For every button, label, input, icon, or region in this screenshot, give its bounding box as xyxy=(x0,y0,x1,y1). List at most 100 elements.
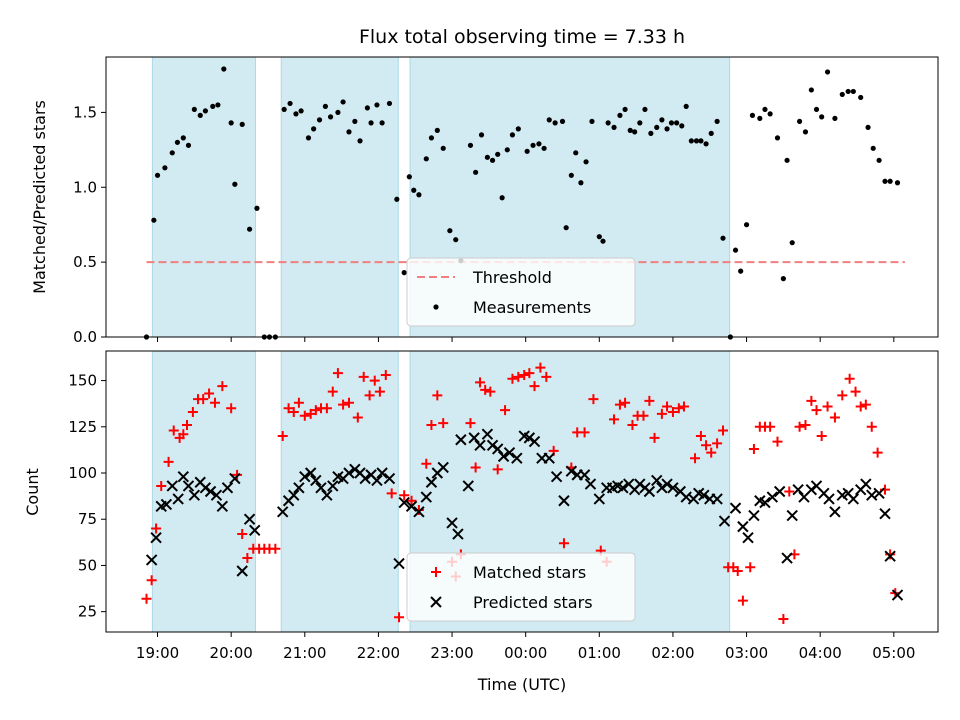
measurement-point xyxy=(832,115,838,121)
predicted-star-point xyxy=(711,493,723,505)
measurement-point xyxy=(720,235,726,241)
predicted-star-point xyxy=(310,474,322,487)
measurement-point xyxy=(674,120,680,126)
measurement-point xyxy=(346,129,352,135)
matched-star-point xyxy=(217,381,228,392)
measurement-point xyxy=(530,142,536,148)
matched-star-point xyxy=(156,480,167,491)
matched-star-point xyxy=(850,386,861,397)
measurement-point xyxy=(637,120,643,126)
matched-star-point xyxy=(305,408,316,419)
measurement-point xyxy=(305,135,312,141)
measurement-point xyxy=(536,141,542,147)
predicted-star-point xyxy=(321,489,333,501)
bottom-y-tick-label: 25 xyxy=(78,603,97,621)
predicted-star-point xyxy=(474,439,486,451)
matched-star-point xyxy=(588,394,599,405)
measurement-point xyxy=(749,112,756,118)
matched-star-point xyxy=(485,386,496,397)
measurement-point xyxy=(714,118,720,124)
measurement-point xyxy=(467,142,474,148)
measurement-point xyxy=(659,117,665,123)
predicted-star-point xyxy=(891,589,904,601)
legend-matched-label: Matched stars xyxy=(473,563,586,582)
top-y-axis-label: Matched/Predicted stars xyxy=(30,100,49,294)
measurement-point xyxy=(406,174,412,180)
matched-star-point xyxy=(332,368,343,379)
measurement-point xyxy=(563,225,569,231)
measurement-point xyxy=(298,108,304,114)
x-tick-label: 05:00 xyxy=(872,644,915,662)
measurement-point xyxy=(839,91,845,98)
bottom-y-tick-label: 150 xyxy=(68,372,97,390)
predicted-star-point xyxy=(748,509,760,522)
top-y-tick-label: 1.0 xyxy=(73,178,97,196)
predicted-star-point xyxy=(698,489,710,501)
predicted-star-point xyxy=(661,478,673,490)
matched-star-point xyxy=(465,418,476,429)
predicted-star-point xyxy=(182,480,195,492)
matched-star-point xyxy=(778,614,789,625)
legend-measurements-swatch xyxy=(433,304,439,310)
legend-box xyxy=(406,552,636,622)
predicted-star-point xyxy=(766,491,779,503)
measurement-point xyxy=(796,118,803,124)
predicted-star-point xyxy=(349,463,361,476)
matched-star-point xyxy=(406,495,417,506)
matched-star-point xyxy=(656,408,667,419)
matched-star-point xyxy=(432,390,443,401)
matched-star-point xyxy=(541,371,552,382)
measurement-point xyxy=(335,109,341,116)
predicted-star-point xyxy=(805,483,818,496)
predicted-star-point xyxy=(425,476,438,488)
predicted-star-point xyxy=(737,520,749,533)
bottom-y-tick-label: 125 xyxy=(68,418,97,436)
matched-star-point xyxy=(627,419,638,430)
measurement-point xyxy=(509,132,516,138)
matched-star-point xyxy=(535,362,546,373)
predicted-star-point xyxy=(393,557,405,570)
predicted-star-point xyxy=(558,495,570,507)
matched-star-point xyxy=(310,405,321,416)
matched-star-point xyxy=(732,565,743,576)
predicted-star-point xyxy=(172,493,184,505)
predicted-star-point xyxy=(462,480,474,492)
measurement-point xyxy=(394,196,400,202)
matched-star-point xyxy=(283,403,294,414)
measurement-point xyxy=(293,111,299,117)
measurement-point xyxy=(162,165,168,171)
predicted-star-point xyxy=(643,485,656,498)
measurement-point xyxy=(732,247,739,253)
matched-star-point xyxy=(745,562,756,573)
measurement-point xyxy=(478,132,485,138)
matched-star-point xyxy=(829,412,840,423)
predicted-star-point xyxy=(486,439,499,451)
matched-star-point xyxy=(426,419,437,430)
matched-star-point xyxy=(667,407,678,418)
matched-star-point xyxy=(399,490,410,501)
matched-star-point xyxy=(299,410,310,421)
matched-star-point xyxy=(204,388,215,399)
measurement-point xyxy=(428,135,435,141)
predicted-star-point xyxy=(236,565,248,577)
predicted-star-point xyxy=(383,472,396,485)
matched-star-point xyxy=(352,412,363,423)
bottom-y-tick-label: 75 xyxy=(78,510,97,528)
matched-star-point xyxy=(638,410,649,421)
bottom-y-axis-label: Count xyxy=(23,468,42,516)
matched-star-point xyxy=(198,394,209,405)
measurement-point xyxy=(632,129,638,135)
predicted-star-point xyxy=(786,509,798,522)
measurement-point xyxy=(774,135,781,141)
matched-star-point xyxy=(885,549,896,560)
matched-star-point xyxy=(806,395,817,406)
measurement-point xyxy=(541,145,547,151)
matched-star-point xyxy=(822,401,833,412)
measurement-point xyxy=(386,100,393,107)
measurement-point xyxy=(573,150,579,156)
measurement-point xyxy=(202,108,208,114)
predicted-star-point xyxy=(729,502,742,514)
predicted-star-point xyxy=(216,500,229,512)
predicted-star-point xyxy=(359,472,371,485)
predicted-star-point xyxy=(528,435,541,448)
